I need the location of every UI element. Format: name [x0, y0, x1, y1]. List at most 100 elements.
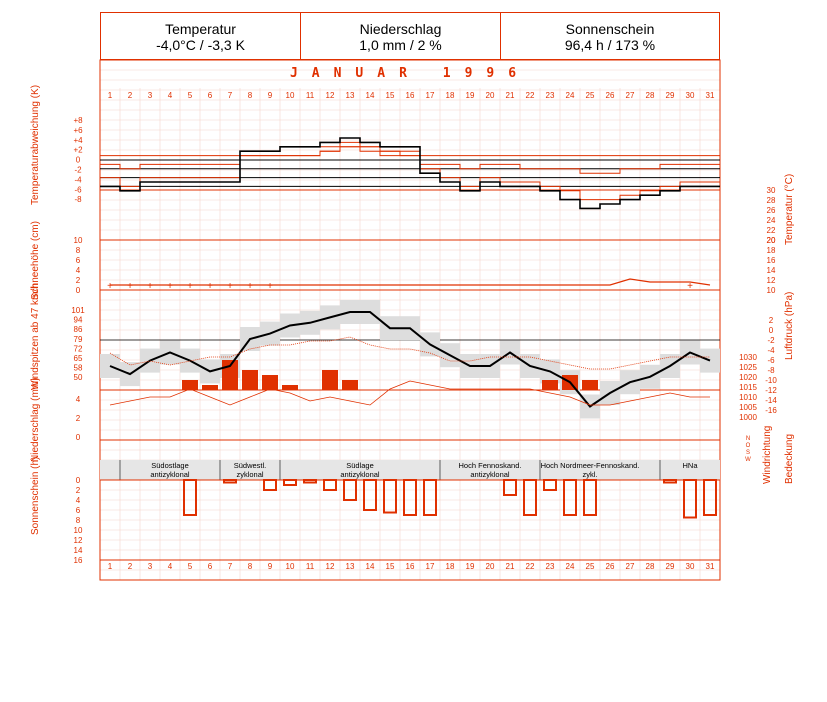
day-label-bottom: 18 [446, 562, 455, 571]
sunshine-bar [223, 479, 237, 484]
day-label-bottom: 15 [386, 562, 395, 571]
day-label-top: 3 [148, 91, 153, 100]
day-label-top: 22 [526, 91, 535, 100]
pressure-temp-tick: -2 [767, 336, 775, 345]
temp-series-line [100, 137, 720, 210]
weather-type-label: zyklonal [236, 470, 263, 479]
sunshine-bar [283, 479, 297, 486]
wind-direction-tick: N [746, 436, 750, 442]
sunshine-bar [503, 479, 517, 496]
day-label-top: 9 [268, 91, 273, 100]
day-label-bottom: 7 [228, 562, 233, 571]
sun-tick: 12 [74, 536, 83, 545]
day-label-bottom: 22 [526, 562, 535, 571]
day-label-top: 13 [346, 91, 355, 100]
snow-mark: + [267, 281, 273, 292]
day-label-top: 7 [228, 91, 233, 100]
wind-tick: 50 [74, 373, 83, 382]
temp-tick-left: +2 [73, 146, 83, 155]
snow-depth-line [110, 278, 711, 286]
day-label-bottom: 9 [268, 562, 273, 571]
temp-tick-right: 26 [767, 206, 776, 215]
ylabel-temp-deviation: Temperaturabweichung (K) [30, 84, 41, 205]
day-label-top: 21 [506, 91, 515, 100]
precip-bar [542, 380, 558, 390]
day-label-top: 28 [646, 91, 655, 100]
precip-bar [262, 375, 278, 390]
header-temperature-value: -4,0°C / -3,3 K [156, 37, 245, 53]
snow-mark: + [107, 281, 113, 292]
temp-tick-right: 22 [767, 226, 776, 235]
weather-type-label: zykl. [583, 470, 598, 479]
weather-type-label: Hoch Nordmeer-Fennoskand. [541, 461, 640, 470]
wind-tick: 58 [74, 364, 83, 373]
sunshine-bar [423, 479, 437, 516]
precip-tick: 4 [76, 395, 81, 404]
day-label-bottom: 12 [326, 562, 335, 571]
sunshine-bar [363, 479, 377, 511]
sunshine-bar [403, 479, 417, 516]
header-precip-value: 1,0 mm / 2 % [359, 37, 442, 53]
snow-mark: + [127, 281, 133, 292]
sun-tick: 6 [76, 506, 81, 515]
snow-mark: + [687, 281, 693, 292]
day-label-bottom: 29 [666, 562, 675, 571]
sunshine-bar [383, 479, 397, 514]
day-label-bottom: 27 [626, 562, 635, 571]
day-label-bottom: 20 [486, 562, 495, 571]
day-label-bottom: 16 [406, 562, 415, 571]
weather-type-label: HNa [682, 461, 698, 470]
day-label-top: 14 [366, 91, 375, 100]
day-label-bottom: 26 [606, 562, 615, 571]
weather-type-label: Südlage [346, 461, 374, 470]
snow-mark: + [247, 281, 253, 292]
day-label-top: 27 [626, 91, 635, 100]
precip-bar [242, 370, 258, 390]
day-label-top: 15 [386, 91, 395, 100]
wind-tick: 72 [74, 344, 83, 353]
wind-direction-tick: W [745, 457, 751, 463]
temperature-max-line [109, 336, 710, 370]
precip-bar [202, 385, 218, 390]
day-label-bottom: 1 [108, 562, 113, 571]
sunshine-bar [343, 479, 357, 501]
sun-tick: 2 [76, 486, 81, 495]
pressure-tick: 1010 [739, 393, 757, 402]
snow-mark: + [227, 281, 233, 292]
weather-type-label: antizyklonal [340, 470, 380, 479]
snow-tick: 8 [76, 246, 81, 255]
temp-tick-left: -8 [74, 195, 82, 204]
temp-right-tick-lower: 16 [767, 256, 776, 265]
wind-tick: 86 [74, 325, 83, 334]
temp-tick-left: 0 [76, 156, 81, 165]
day-label-top: 18 [446, 91, 455, 100]
day-label-top: 25 [586, 91, 595, 100]
temp-right-tick-lower: 14 [767, 266, 776, 275]
header-sunshine: Sonnenschein 96,4 h / 173 % [500, 12, 720, 60]
month-title: JANUAR 1996 [289, 66, 531, 81]
day-label-bottom: 25 [586, 562, 595, 571]
day-label-bottom: 14 [366, 562, 375, 571]
header-precip-title: Niederschlag [359, 21, 442, 37]
pressure-tick: 1020 [739, 373, 757, 382]
temp-tick-right: 30 [767, 186, 776, 195]
day-label-bottom: 6 [208, 562, 213, 571]
ylabel-pressure-right: Luftdruck (hPa) [784, 291, 795, 360]
snow-mark: + [187, 281, 193, 292]
sunshine-bar [323, 479, 337, 491]
temp-tick-left: -6 [74, 185, 82, 194]
snow-tick: 0 [76, 286, 81, 295]
pressure-temp-tick: -8 [767, 366, 775, 375]
weather-type-label: Südwestl. [234, 461, 267, 470]
ylabel-temperature-right: Temperatur (°C) [784, 173, 795, 245]
snow-tick: 4 [76, 266, 81, 275]
precip-bar [322, 370, 338, 390]
weather-type-band [100, 460, 720, 480]
sunshine-bar [683, 479, 697, 519]
temp-right-tick-lower: 12 [767, 276, 776, 285]
day-label-bottom: 24 [566, 562, 575, 571]
day-label-top: 17 [426, 91, 435, 100]
wind-tick: 65 [74, 354, 83, 363]
day-label-top: 19 [466, 91, 475, 100]
